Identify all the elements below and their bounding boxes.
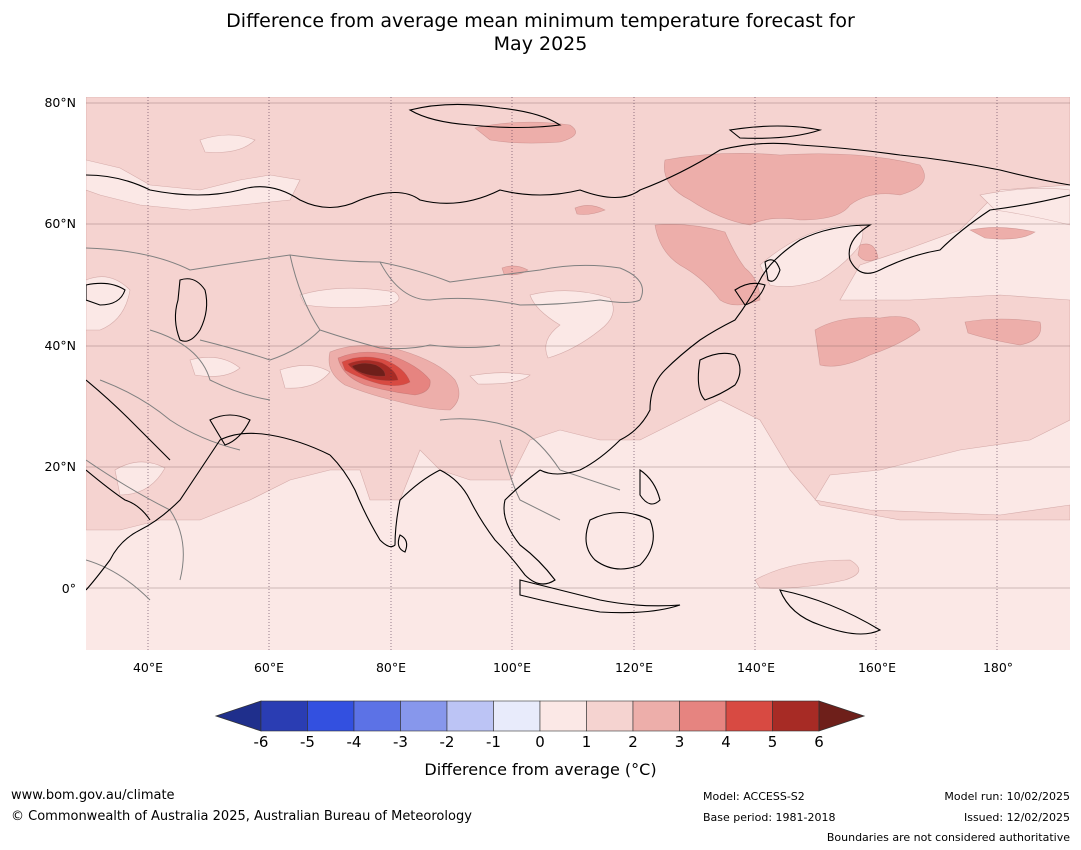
colorbar-tick-label: 6	[814, 733, 824, 751]
map-area	[86, 97, 1070, 650]
anomaly-band-0-1	[469, 372, 531, 385]
colorbar-swatch	[400, 700, 448, 732]
anomaly-band-0-1	[979, 188, 1070, 226]
colorbar-swatch	[353, 700, 401, 732]
footer-disclaimer: Boundaries are not considered authoritat…	[826, 831, 1070, 844]
anomaly-band-0-1	[279, 365, 331, 389]
lon-label-180: 180°	[982, 660, 1014, 675]
colorbar-extend-high	[818, 700, 866, 732]
colorbar-swatch	[679, 700, 727, 732]
colorbar-label: Difference from average (°C)	[424, 760, 657, 779]
colorbar-swatch	[772, 700, 820, 732]
graticule	[86, 97, 1070, 650]
colorbar-swatch	[586, 700, 634, 732]
footer-issued: Issued: 12/02/2025	[963, 811, 1070, 824]
colorbar-tick-label: 5	[767, 733, 778, 751]
lat-label-20n: 20°N	[44, 459, 76, 474]
lon-label-40e: 40°E	[132, 660, 164, 675]
colorbar-swatch	[632, 700, 680, 732]
colorbar-swatch	[493, 700, 541, 732]
colorbar-swatch	[260, 700, 308, 732]
anomaly-band-1-2	[754, 559, 860, 589]
footer-copyright: © Commonwealth of Australia 2025, Austra…	[11, 809, 472, 824]
colorbar-tick-label: -1	[486, 733, 501, 751]
coastlines	[86, 103, 1070, 635]
colorbar-tick-label: 4	[721, 733, 731, 751]
lat-label-60n: 60°N	[44, 216, 76, 231]
colorbar-swatch	[539, 700, 587, 732]
anomaly-band-2-3	[654, 224, 761, 306]
anomaly-band-0-1	[86, 159, 301, 211]
anomaly-band-2-3	[964, 318, 1042, 346]
anomaly-band-gt-6	[351, 362, 386, 377]
anomaly-band-2-3	[663, 153, 925, 226]
anomaly-band-2-3	[969, 227, 1036, 240]
anomaly-band-0-1	[189, 357, 241, 377]
map-title: Difference from average mean minimum tem…	[0, 10, 1081, 56]
colorbar-swatch	[446, 700, 494, 732]
lon-label-160e: 160°E	[857, 660, 896, 675]
lat-label-40n: 40°N	[44, 338, 76, 353]
anomaly-band-2-3	[857, 243, 879, 262]
anomaly-band-0-1	[86, 276, 131, 331]
anomaly-band-0-1	[199, 134, 256, 153]
colorbar	[214, 700, 866, 732]
colorbar-tick-label: 1	[581, 733, 592, 751]
title-line-1: Difference from average mean minimum tem…	[226, 10, 855, 32]
colorbar-tick-label: -4	[346, 733, 362, 751]
anomaly-band-2-3	[574, 205, 606, 215]
footer-website: www.bom.gov.au/climate	[11, 788, 175, 803]
lat-label-0: 0°	[61, 581, 76, 596]
colorbar-tick-label: 2	[628, 733, 638, 751]
footer-model: Model: ACCESS-S2	[703, 790, 805, 803]
colorbar-extend-low	[214, 700, 262, 732]
colorbar-tick-label: -2	[439, 733, 455, 751]
colorbar-tick-label: -5	[300, 733, 315, 751]
colorbar-tick-label: 0	[535, 733, 545, 751]
lat-label-80n: 80°N	[44, 95, 76, 110]
anomaly-band-2-3	[814, 316, 921, 367]
lon-label-100e: 100°E	[492, 660, 531, 675]
colorbar-tick-label: -3	[393, 733, 408, 751]
country-borders	[86, 247, 643, 601]
lon-label-140e: 140°E	[736, 660, 775, 675]
anomaly-band-0-1	[529, 290, 614, 359]
lon-label-60e: 60°E	[253, 660, 285, 675]
anomaly-band-0-1	[759, 223, 864, 287]
footer-base-period: Base period: 1981-2018	[703, 811, 836, 824]
title-line-2: May 2025	[493, 33, 588, 55]
anomaly-band-0-1	[299, 287, 400, 308]
lon-label-120e: 120°E	[614, 660, 653, 675]
colorbar-tick-label: -6	[253, 733, 269, 751]
lon-label-80e: 80°E	[375, 660, 407, 675]
colorbar-tick-label: 3	[674, 733, 685, 751]
colorbar-swatch	[725, 700, 773, 732]
colorbar-swatch	[307, 700, 355, 732]
footer-model-run: Model run: 10/02/2025	[944, 790, 1070, 803]
